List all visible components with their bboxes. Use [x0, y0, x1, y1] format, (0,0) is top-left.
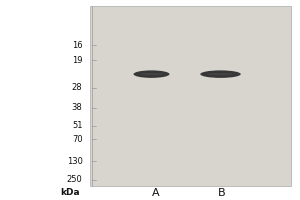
Text: 250: 250 — [67, 175, 82, 184]
Text: 51: 51 — [72, 121, 83, 130]
Text: 38: 38 — [72, 103, 83, 112]
Text: kDa: kDa — [60, 188, 80, 197]
Ellipse shape — [140, 73, 163, 75]
Ellipse shape — [207, 73, 234, 75]
Ellipse shape — [134, 70, 169, 78]
Text: 28: 28 — [72, 83, 83, 92]
Ellipse shape — [200, 70, 241, 78]
Text: B: B — [218, 188, 226, 198]
Text: 16: 16 — [72, 41, 83, 50]
Bar — [90, 6, 291, 186]
Text: 130: 130 — [67, 157, 82, 166]
Text: A: A — [152, 188, 160, 198]
Text: 70: 70 — [72, 135, 83, 144]
Text: 19: 19 — [72, 56, 83, 65]
